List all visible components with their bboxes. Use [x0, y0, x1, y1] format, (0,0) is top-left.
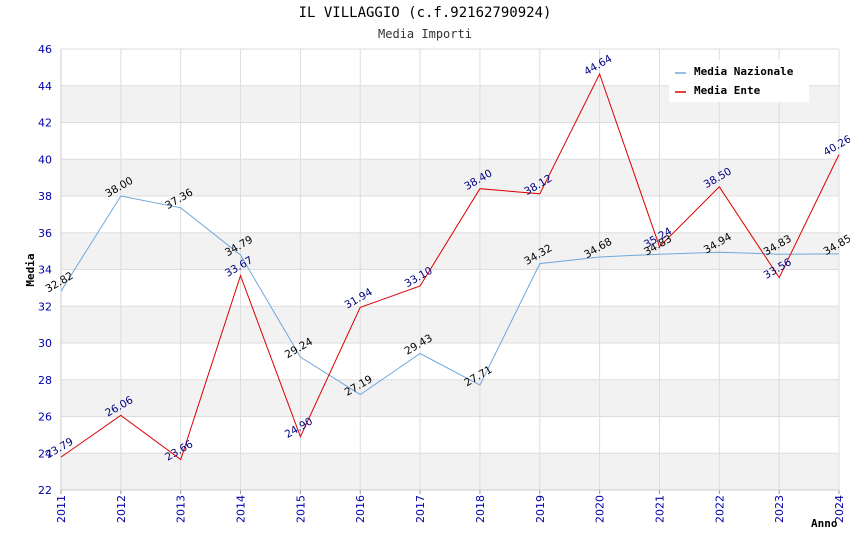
series-lines [60, 72, 840, 461]
grid-band [61, 269, 839, 307]
x-tick-label: 2017 [414, 495, 427, 523]
legend: Media Nazionale Media Ente [669, 60, 809, 102]
legend-box [669, 60, 809, 102]
y-tick-label: 32 [38, 300, 52, 313]
x-tick-label: 2018 [474, 495, 487, 523]
x-tick-label: 2011 [55, 495, 68, 523]
grid-band [61, 232, 839, 270]
grid-band [61, 306, 839, 343]
y-tick-label: 30 [38, 337, 52, 350]
x-tick-label: 2016 [354, 495, 367, 523]
x-tick-label: 2020 [594, 495, 607, 523]
y-tick-label: 44 [38, 80, 52, 93]
tick-labels: 22 24 26 28 30 32 34 36 38 40 42 44 46 2011 2012 2013 20… [38, 43, 846, 523]
x-tick-label: 2019 [534, 495, 547, 523]
y-tick-label: 42 [38, 117, 52, 130]
x-tick-label: 2012 [115, 495, 128, 523]
y-tick-label: 22 [38, 484, 52, 497]
x-tick-label: 2024 [833, 495, 846, 523]
grid-lines [60, 48, 840, 491]
x-tick-label: 2014 [235, 495, 248, 523]
y-tick-label: 36 [38, 227, 52, 240]
y-tick-label: 28 [38, 374, 52, 387]
x-axis-label: Anno [811, 517, 838, 530]
x-tick-label: 2013 [175, 495, 188, 523]
x-tick-label: 2022 [713, 495, 726, 523]
x-tick-label: 2015 [294, 495, 307, 523]
y-tick-label: 38 [38, 190, 52, 203]
grid-band [61, 196, 839, 233]
chart-title: IL VILLAGGIO (c.f.92162790924) [298, 5, 552, 21]
y-tick-label: 26 [38, 411, 52, 424]
series-line-media-ente [60, 72, 840, 461]
legend-label-media-ente: Media Ente [694, 84, 761, 97]
y-tick-label: 46 [38, 43, 52, 56]
axes [60, 49, 840, 494]
y-tick-label: 34 [38, 264, 52, 277]
grid-band [61, 453, 839, 490]
y-tick-label: 24 [38, 447, 52, 460]
grid-band [61, 159, 839, 196]
grid-band [61, 379, 839, 417]
grid-band [61, 343, 839, 380]
y-tick-label: 40 [38, 153, 52, 166]
grid-band [61, 122, 839, 160]
legend-label-media-nazionale: Media Nazionale [694, 65, 794, 78]
x-tick-label: 2023 [773, 495, 786, 523]
x-tick-label: 2021 [653, 495, 666, 523]
series-line-media-nazionale [60, 195, 840, 396]
chart-subtitle: Media Importi [378, 27, 472, 41]
grid-band [61, 416, 839, 454]
y-axis-label: Media [24, 253, 37, 286]
